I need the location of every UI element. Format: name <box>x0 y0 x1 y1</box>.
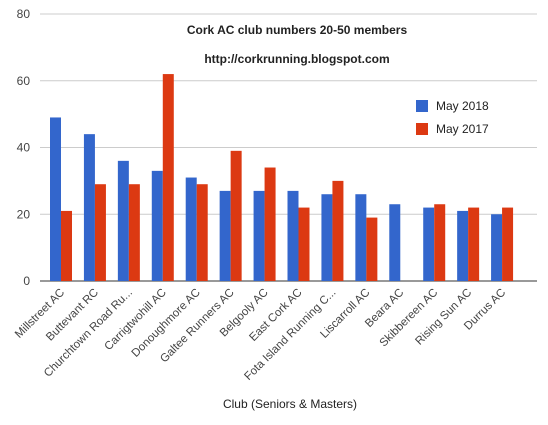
bar-may-2017 <box>61 210 72 281</box>
y-axis-ticks: 0 20 40 60 80 <box>17 7 31 288</box>
bar-may-2018 <box>321 194 333 281</box>
bar-may-2017 <box>128 184 140 281</box>
bar-may-2017 <box>366 217 378 281</box>
bar-may-2017 <box>196 184 208 281</box>
bar-may-2017 <box>264 167 276 281</box>
y-tick-label: 60 <box>17 74 31 88</box>
bar-may-2018 <box>50 117 61 282</box>
bar-may-2018 <box>83 134 95 281</box>
bar-may-2017 <box>434 204 446 281</box>
bar-may-2018 <box>151 170 163 281</box>
bar-may-2017 <box>468 207 480 281</box>
bar-may-2018 <box>389 204 401 281</box>
y-tick-label: 80 <box>17 7 31 21</box>
bar-may-2017 <box>162 74 174 281</box>
x-tick-label: Carrigtwohill AC <box>103 287 169 353</box>
bar-may-2018 <box>185 177 197 281</box>
legend-swatch <box>416 100 428 112</box>
bar-may-2017 <box>298 207 310 281</box>
bar-may-2018 <box>355 194 367 281</box>
bar-may-2017 <box>502 207 514 281</box>
y-tick-label: 0 <box>23 274 30 288</box>
legend-label: May 2017 <box>436 122 489 136</box>
bar-may-2018 <box>219 190 231 281</box>
legend-swatch <box>416 123 428 135</box>
chart-subtitle: http://corkrunning.blogspot.com <box>204 52 389 66</box>
x-axis-title: Club (Seniors & Masters) <box>223 397 357 411</box>
bars <box>50 74 514 282</box>
bar-may-2017 <box>94 184 106 281</box>
y-tick-label: 20 <box>17 207 31 221</box>
bar-may-2018 <box>423 207 435 281</box>
bar-may-2018 <box>253 190 265 281</box>
chart-title: Cork AC club numbers 20-50 members <box>187 23 408 37</box>
bar-may-2017 <box>230 150 242 281</box>
legend-label: May 2018 <box>436 99 489 113</box>
bar-may-2018 <box>491 214 503 281</box>
bar-may-2018 <box>287 190 299 281</box>
legend: May 2018 May 2017 <box>416 99 489 136</box>
bar-may-2017 <box>332 180 344 281</box>
x-tick-label: Skibbereen AC <box>378 287 441 350</box>
bar-may-2018 <box>457 210 469 281</box>
bar-may-2018 <box>117 160 129 281</box>
y-tick-label: 40 <box>17 141 31 155</box>
